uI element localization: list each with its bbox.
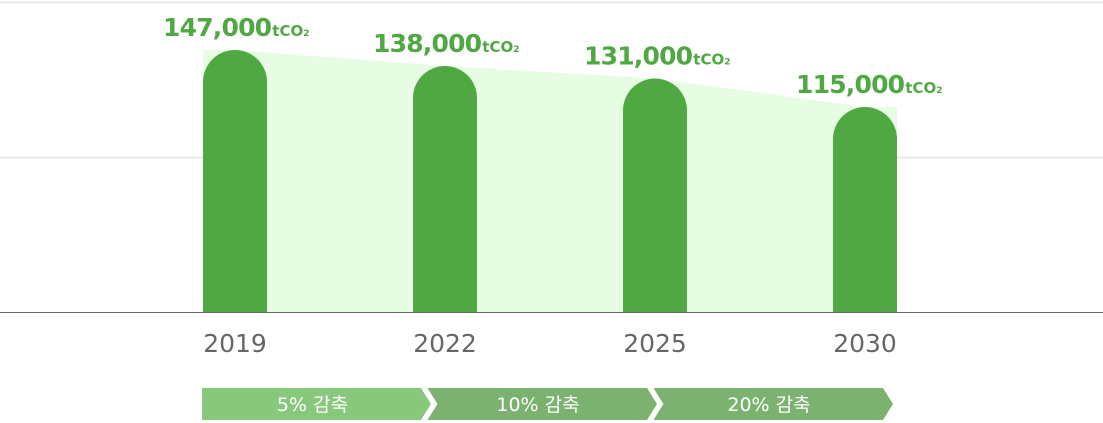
trend-layer <box>203 50 897 312</box>
reduction-label-3: 20% 감축 <box>727 394 810 416</box>
x-tick-2025: 2025 <box>623 329 687 358</box>
step-separator-2 <box>650 387 664 421</box>
reduction-label-2: 10% 감축 <box>496 394 579 416</box>
value-label-2030: 115,000tCO2 <box>796 70 942 99</box>
x-axis-ticks: 2019 2022 2025 2030 <box>203 329 897 358</box>
reduction-step-3 <box>653 388 893 420</box>
trend-area <box>203 50 897 312</box>
bars-layer <box>203 50 897 313</box>
value-label-2022: 138,000tCO2 <box>373 29 519 58</box>
reduction-label-1: 5% 감축 <box>277 394 348 416</box>
value-label-2025: 131,000tCO2 <box>584 42 730 71</box>
x-tick-2022: 2022 <box>413 329 477 358</box>
x-tick-2019: 2019 <box>203 329 267 358</box>
bar-2019 <box>203 50 267 312</box>
bar-2022 <box>413 66 477 312</box>
bar-2025 <box>623 78 687 313</box>
reduction-step-2 <box>427 388 657 420</box>
value-label-2019: 147,000tCO2 <box>163 13 309 42</box>
reduction-steps: 5% 감축 10% 감축 20% 감축 <box>202 387 893 421</box>
reduction-step-1 <box>202 388 431 420</box>
step-separator-1 <box>424 387 438 421</box>
x-tick-2030: 2030 <box>833 329 897 358</box>
value-labels: 147,000tCO2 138,000tCO2 131,000tCO2 115,000… <box>163 13 942 99</box>
bar-2030 <box>833 107 897 312</box>
